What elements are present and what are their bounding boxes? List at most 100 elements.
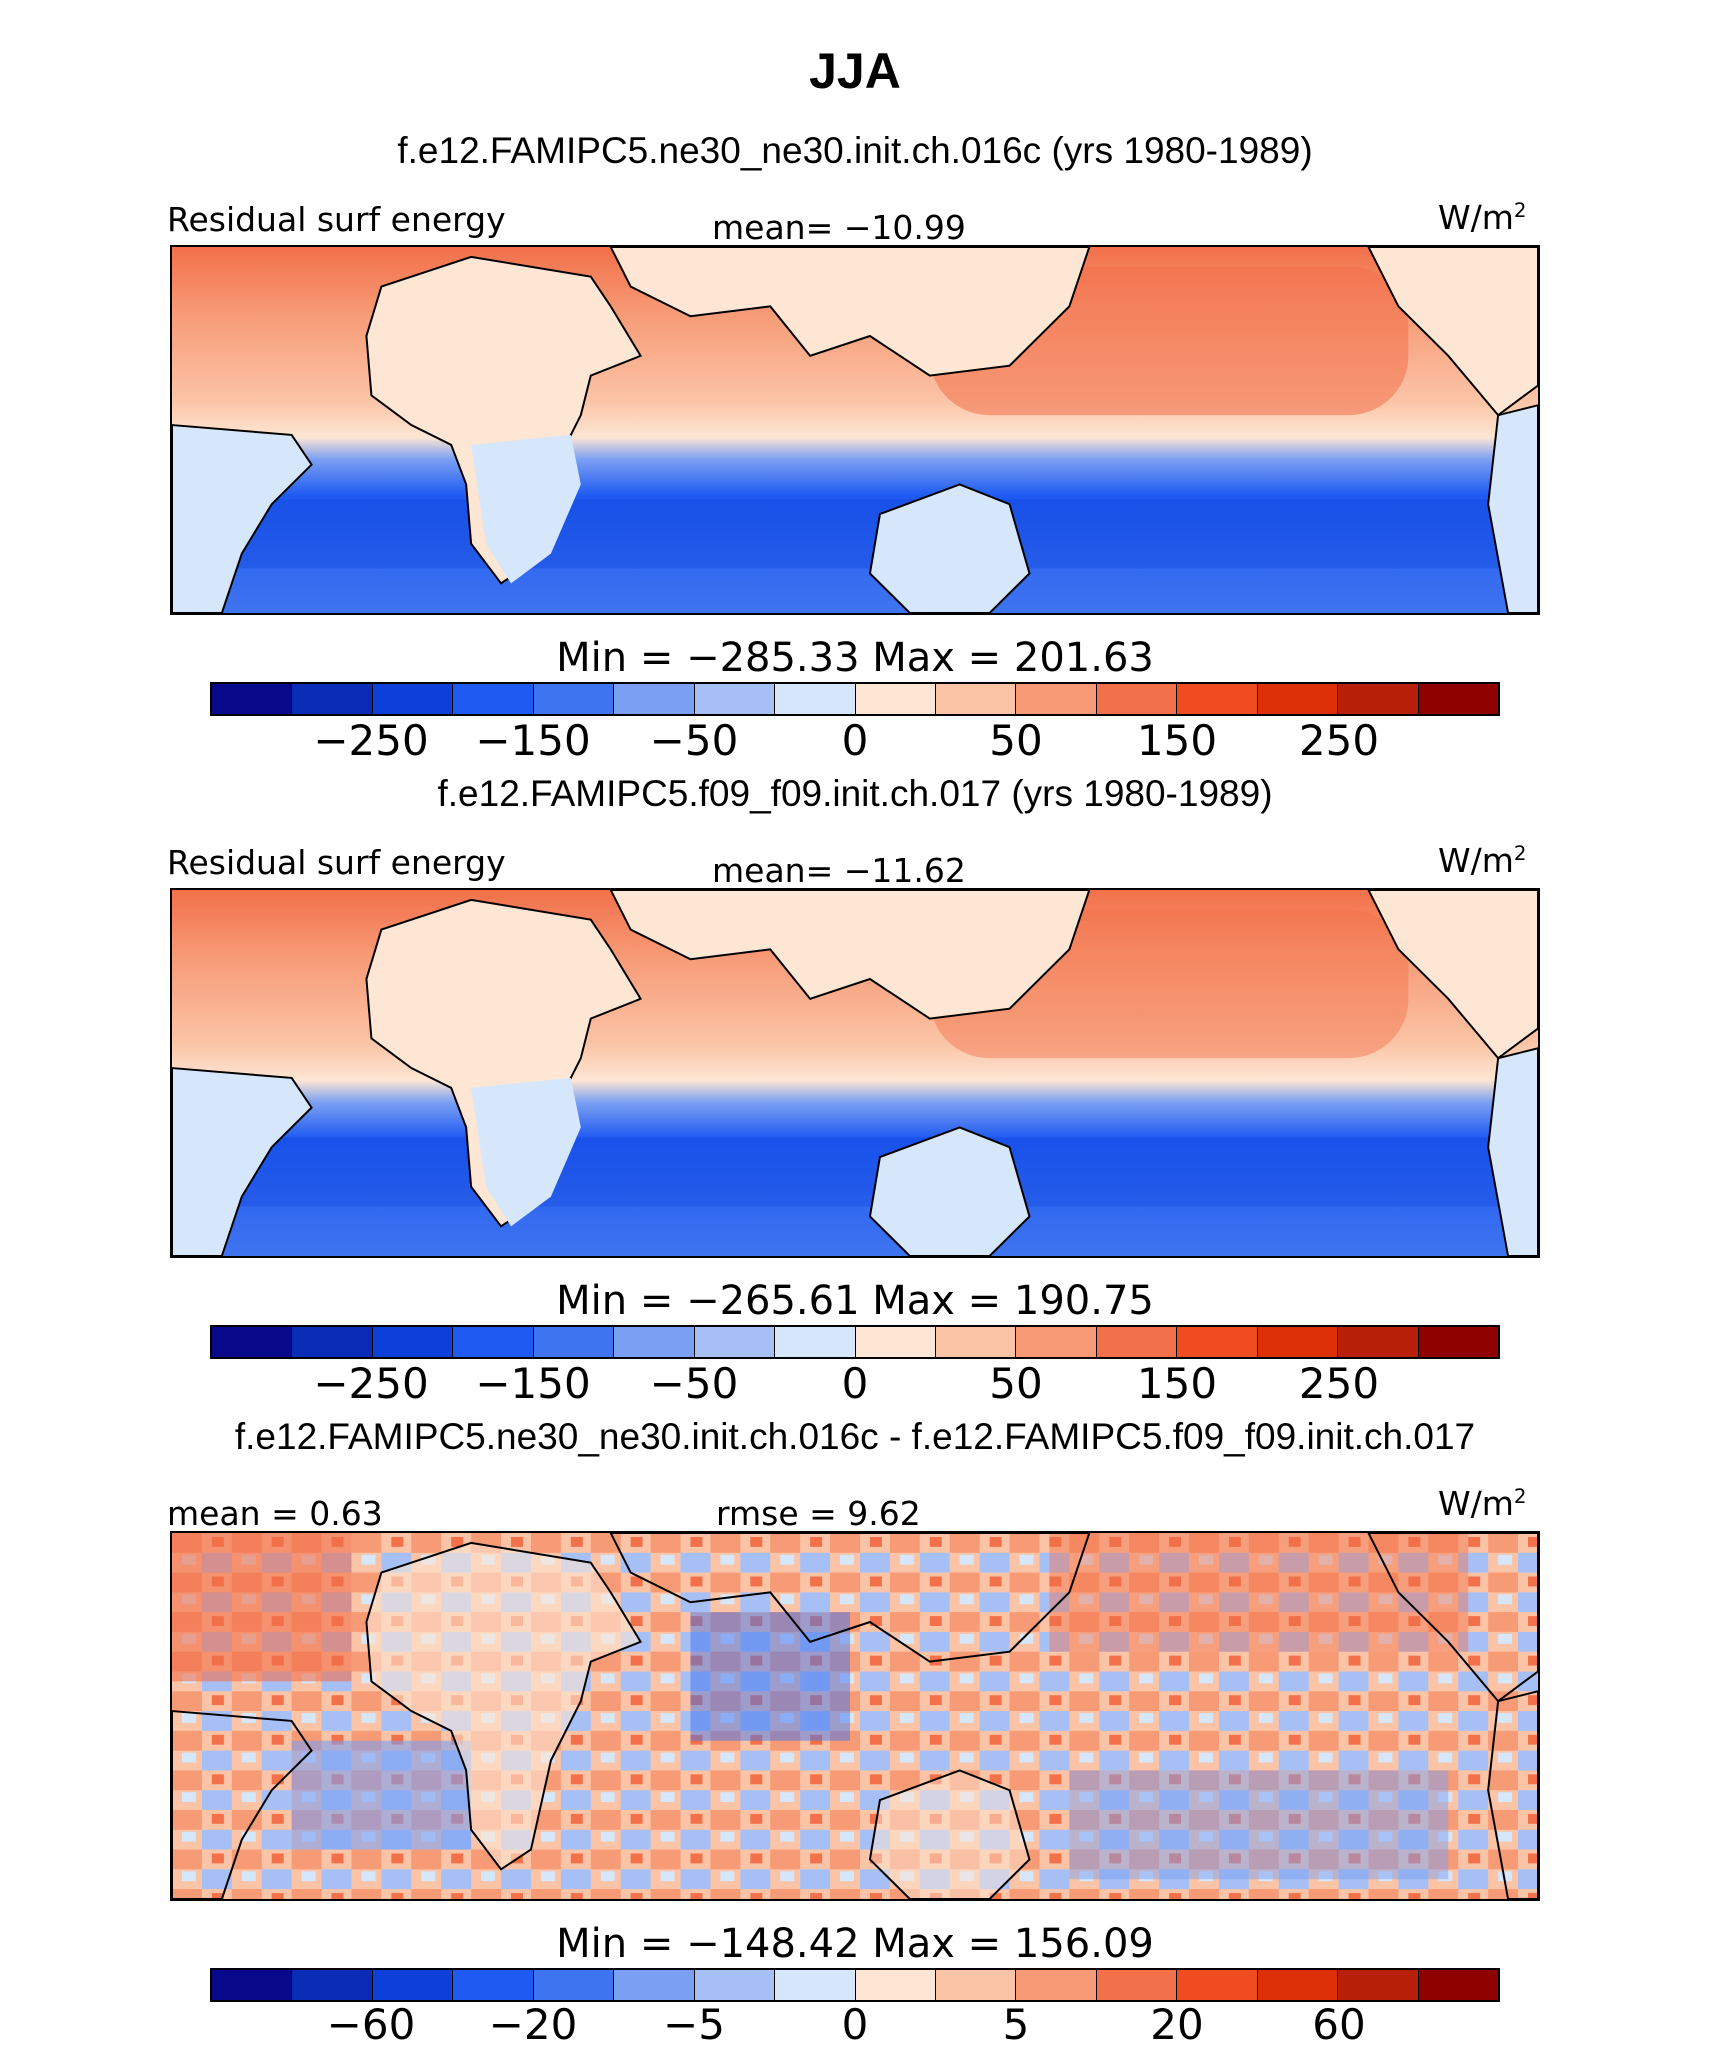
- panel1-map: [170, 245, 1540, 615]
- panel1-colorbar-swatch-4: [453, 684, 534, 714]
- panel3-contour-map: [172, 1533, 1538, 1899]
- panel3-colorbar-swatch-12: [1096, 1970, 1178, 2000]
- panel3-colorbar-swatch-4: [453, 1970, 534, 2000]
- panel3-asia: [609, 1533, 1091, 1663]
- panel3-case-title: f.e12.FAMIPC5.ne30_ne30.init.ch.016c - f…: [234, 1416, 1476, 1457]
- panel2-tick-2: −150: [475, 1359, 591, 1408]
- panel2-south-america: [172, 1067, 313, 1256]
- panel3-australia: [868, 1769, 1031, 1899]
- panel1-colorbar-swatch-12: [1096, 684, 1178, 714]
- panel3-units-label: W/m2: [1438, 1484, 1527, 1523]
- panel3-colorbar-swatch-2: [292, 1970, 373, 2000]
- panel1-colorbar: [210, 682, 1500, 716]
- panel1-case-title: f.e12.FAMIPC5.ne30_ne30.init.ch.016c (yr…: [397, 130, 1313, 171]
- panel1-tick-7: 250: [1298, 716, 1380, 765]
- panel2-colorbar-swatch-5: [533, 1327, 615, 1357]
- panel3-colorbar-swatch-14: [1257, 1970, 1339, 2000]
- panel2-colorbar-swatch-12: [1096, 1327, 1178, 1357]
- panel3-atlantic-warm: [172, 1533, 352, 1682]
- panel2-south-america-east: [1487, 1047, 1538, 1256]
- panel2-southern-cool-band: [172, 1137, 1538, 1207]
- panel3-colorbar-swatch-6: [614, 1970, 695, 2000]
- panel1-colorbar-swatch-3: [372, 684, 454, 714]
- panel2-tick-1: −250: [313, 1359, 429, 1408]
- panel1-tick-5: 50: [989, 716, 1043, 765]
- panel1-mean-label: mean= −10.99: [712, 208, 966, 247]
- panel3-colorbar-swatch-16: [1418, 1970, 1498, 2000]
- panel2-australia: [868, 1126, 1031, 1256]
- panel2-colorbar-swatch-9: [855, 1327, 936, 1357]
- panel2-colorbar-swatch-7: [694, 1327, 776, 1357]
- panel3-tick-6: 20: [1150, 2000, 1204, 2049]
- panel2-colorbar-swatch-8: [775, 1327, 856, 1357]
- panel2-colorbar-swatch-6: [614, 1327, 695, 1357]
- panel1-southern-cool-band: [172, 499, 1538, 569]
- panel3-south-pacific-cool: [1069, 1770, 1449, 1880]
- panel3-colorbar-swatch-3: [372, 1970, 454, 2000]
- panel3-colorbar-swatch-7: [694, 1970, 776, 2000]
- panel3-colorbar-swatch-5: [533, 1970, 615, 2000]
- panel2-variable-label: Residual surf energy: [167, 843, 506, 882]
- panel2-colorbar-swatch-11: [1016, 1327, 1097, 1357]
- figure-title: JJA: [809, 43, 901, 99]
- panel1-tick-3: −50: [649, 716, 739, 765]
- panel2-units-label: W/m2: [1438, 841, 1527, 880]
- panel3-colorbar-swatch-1: [212, 1970, 293, 2000]
- panel2-colorbar: [210, 1325, 1500, 1359]
- panel2-colorbar-swatch-10: [935, 1327, 1017, 1357]
- panel1-tick-4: 0: [841, 716, 869, 765]
- panel1-tick-1: −250: [313, 716, 429, 765]
- panel3-tick-1: −60: [326, 2000, 416, 2049]
- panel3-mean-label: mean = 0.63: [167, 1494, 383, 1533]
- panel3-south-atlantic-cool: [291, 1740, 472, 1850]
- panel1-colorbar-swatch-11: [1016, 684, 1097, 714]
- panel2-case-title: f.e12.FAMIPC5.f09_f09.init.ch.017 (yrs 1…: [437, 773, 1273, 814]
- panel2-colorbar-swatch-4: [453, 1327, 534, 1357]
- panel3-tick-7: 60: [1312, 2000, 1366, 2049]
- panel3-colorbar-swatch-10: [935, 1970, 1017, 2000]
- panel1-colorbar-swatch-14: [1257, 684, 1339, 714]
- panel3-tick-3: −5: [663, 2000, 725, 2049]
- panel1-colorbar-swatch-6: [614, 684, 695, 714]
- panel2-colorbar-swatch-15: [1338, 1327, 1419, 1357]
- panel2-contour-map: [172, 890, 1538, 1256]
- panel3-africa: [365, 1541, 643, 1871]
- panel1-colorbar-swatch-13: [1177, 684, 1258, 714]
- panel2-tick-3: −50: [649, 1359, 739, 1408]
- panel3-colorbar: [210, 1968, 1500, 2002]
- panel3-pacific-warm: [1049, 1533, 1469, 1652]
- panel2-tick-5: 50: [989, 1359, 1043, 1408]
- panel3-colorbar-swatch-11: [1016, 1970, 1097, 2000]
- panel1-colorbar-swatch-15: [1338, 684, 1419, 714]
- panel1-australia: [868, 483, 1031, 613]
- panel3-colorbar-swatch-8: [775, 1970, 856, 2000]
- panel2-colorbar-swatch-1: [212, 1327, 293, 1357]
- panel2-colorbar-swatch-3: [372, 1327, 454, 1357]
- panel1-asia: [609, 247, 1091, 377]
- panel2-africa-south: [471, 1077, 581, 1227]
- panel1-colorbar-swatch-9: [855, 684, 936, 714]
- panel1-colorbar-swatch-1: [212, 684, 293, 714]
- panel3-colorbar-swatch-9: [855, 1970, 936, 2000]
- panel1-colorbar-swatch-5: [533, 684, 615, 714]
- panel1-africa-south: [471, 434, 581, 584]
- panel2-tick-7: 250: [1298, 1359, 1380, 1408]
- panel2-mean-label: mean= −11.62: [712, 851, 966, 890]
- panel1-contour-map: [172, 247, 1538, 613]
- panel3-south-america: [172, 1710, 313, 1899]
- panel1-colorbar-swatch-8: [775, 684, 856, 714]
- panel1-colorbar-swatch-16: [1418, 684, 1498, 714]
- panel2-map: [170, 888, 1540, 1258]
- panel2-minmax: Min = −265.61 Max = 190.75: [556, 1278, 1154, 1324]
- panel3-tick-2: −20: [488, 2000, 578, 2049]
- panel2-colorbar-swatch-2: [292, 1327, 373, 1357]
- panel2-colorbar-swatch-16: [1418, 1327, 1498, 1357]
- panel2-colorbar-swatch-14: [1257, 1327, 1339, 1357]
- panel3-tick-4: 0: [841, 2000, 869, 2049]
- panel1-south-america: [172, 424, 313, 613]
- panel1-colorbar-swatch-10: [935, 684, 1017, 714]
- panel1-south-america-east: [1487, 404, 1538, 613]
- panel1-minmax: Min = −285.33 Max = 201.63: [556, 635, 1154, 681]
- panel2-tick-4: 0: [841, 1359, 869, 1408]
- panel1-units-label: W/m2: [1438, 198, 1527, 237]
